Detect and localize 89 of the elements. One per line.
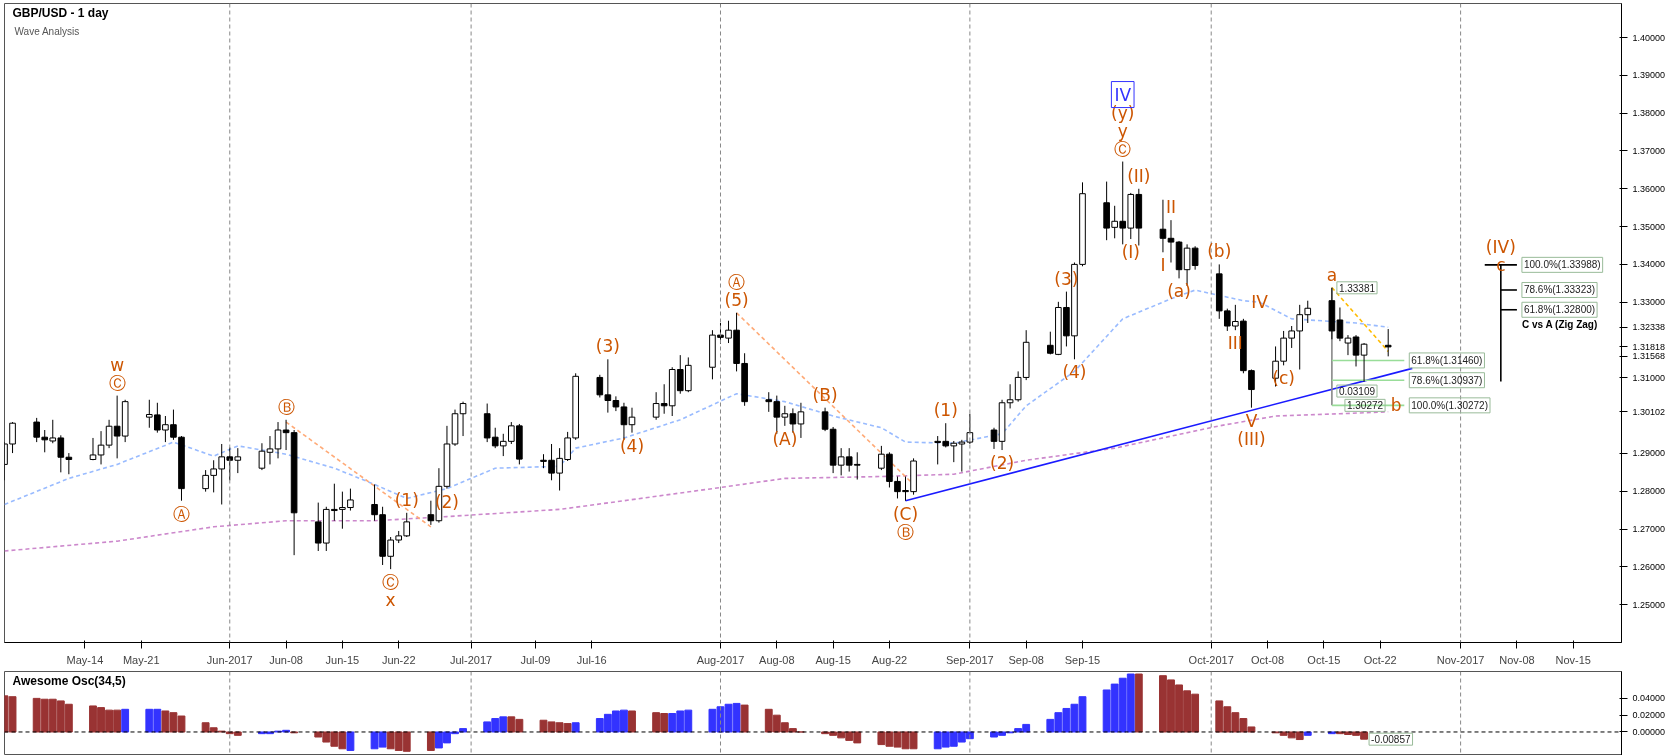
annotation: 61.8%(1.32800) [1523, 304, 1596, 316]
y-tick-label: 1.26000 [1632, 561, 1666, 572]
annotation: (2) [990, 453, 1015, 474]
annotation: C vs A (Zig Zag) [1521, 319, 1598, 331]
annotation: x [385, 590, 396, 611]
annotation: (1) [933, 400, 958, 421]
annotation: 1.30272 [1346, 400, 1384, 412]
annotation: (a) [1167, 281, 1191, 302]
annotation: (4) [1062, 362, 1087, 383]
annotation: I [1160, 255, 1166, 276]
x-tick-label: Jul-16 [576, 653, 607, 666]
y-tick-label: 1.27000 [1632, 524, 1666, 535]
y-tick-label: 1.36000 [1632, 183, 1666, 194]
x-tick-label: Aug-08 [759, 653, 795, 666]
x-tick-label: Oct-22 [1363, 653, 1397, 666]
annotation: (C) [892, 503, 919, 524]
x-tick-label: Nov-08 [1499, 653, 1535, 666]
y-tick-label: 1.31818 [1632, 341, 1666, 352]
annotation: (III) [1237, 428, 1266, 449]
x-tick-label: Sep-2017 [946, 653, 994, 666]
annotation: (5) [724, 289, 749, 310]
y-tick-label: 1.38000 [1632, 108, 1666, 119]
annotation: Ⓐ [728, 271, 746, 292]
x-tick-label: Jun-08 [269, 653, 303, 666]
x-tick-label: Aug-22 [871, 653, 908, 666]
x-tick-label: Nov-2017 [1436, 653, 1485, 666]
annotation: 100.0%(1.30272) [1411, 399, 1489, 411]
annotation: (II) [1127, 165, 1151, 186]
annotation: (B) [812, 384, 838, 405]
y-tick-label: 1.31000 [1632, 372, 1666, 383]
x-tick-label: Oct-08 [1251, 653, 1285, 666]
x-tick-label: Nov-15 [1555, 653, 1591, 666]
y-tick-label: 1.25000 [1632, 599, 1666, 610]
x-tick-label: Jul-2017 [450, 653, 493, 666]
annotation: Ⓑ [277, 396, 295, 417]
chart-title: Awesome Osc(34,5) [12, 673, 126, 688]
annotation: w [110, 354, 125, 375]
annotation: (A) [772, 428, 798, 449]
x-tick-label: Aug-2017 [696, 653, 745, 666]
annotation: IV [1251, 292, 1269, 313]
annotation: (I) [1121, 242, 1140, 263]
x-tick-label: Sep-08 [1008, 653, 1044, 666]
x-tick-label: Jun-2017 [206, 653, 253, 666]
x-tick-label: Sep-15 [1064, 653, 1101, 666]
y-tick-label: 1.33000 [1632, 297, 1666, 308]
y-tick-label: 1.39000 [1632, 70, 1666, 81]
y-tick-label: 1.29000 [1632, 448, 1666, 459]
annotation: 100.0%(1.33988) [1523, 259, 1601, 271]
x-tick-label: May-14 [66, 653, 104, 666]
y-tick-label: 0.00000 [1632, 726, 1666, 737]
x-tick-label: Jun-15 [325, 653, 360, 666]
y-tick-label: 1.34000 [1632, 259, 1666, 270]
annotation: 0.03109 [1338, 386, 1376, 398]
x-tick-label: Aug-15 [815, 653, 851, 666]
y-tick-label: 1.30102 [1632, 406, 1666, 417]
y-tick-label: 0.04000 [1632, 693, 1666, 704]
annotation: (b) [1207, 241, 1232, 262]
annotation: V [1245, 410, 1258, 431]
annotation: Ⓒ [108, 372, 126, 393]
y-tick-label: 1.37000 [1632, 145, 1666, 156]
annotation: (IV) [1485, 236, 1516, 257]
annotation: 1.33381 [1338, 282, 1376, 294]
x-tick-label: Jul-09 [520, 653, 551, 666]
annotation: 78.6%(1.33323) [1523, 284, 1596, 296]
x-tick-label: Oct-2017 [1188, 653, 1234, 666]
y-tick-label: 1.32338 [1632, 322, 1666, 333]
y-tick-label: 1.40000 [1632, 32, 1666, 43]
y-tick-label: 1.28000 [1632, 486, 1666, 497]
y-tick-label: 0.02000 [1632, 710, 1666, 721]
y-tick-label: 1.35000 [1632, 221, 1666, 232]
annotation: 78.6%(1.30937) [1411, 374, 1483, 386]
annotation: (4) [619, 435, 645, 456]
annotation: Ⓑ [897, 521, 915, 542]
annotation: 61.8%(1.31460) [1411, 354, 1483, 366]
annotation: (1) [394, 489, 419, 510]
text: Wave Analysis [14, 25, 80, 37]
chart-title: GBP/USD - 1 day [12, 5, 109, 20]
x-tick-label: Jun-22 [381, 653, 416, 666]
annotation: -0.00857 [1371, 734, 1411, 746]
annotation: II [1165, 197, 1177, 218]
annotation: Ⓐ [172, 503, 190, 524]
annotation: Ⓒ [382, 572, 400, 593]
x-tick-label: Oct-15 [1307, 653, 1341, 666]
annotation: b [1390, 395, 1402, 416]
y-tick-label: 1.31568 [1632, 351, 1666, 362]
annotation: IV [1114, 84, 1132, 105]
annotation: a [1326, 264, 1338, 285]
annotation: (3) [595, 336, 620, 357]
x-tick-label: May-21 [122, 653, 160, 666]
